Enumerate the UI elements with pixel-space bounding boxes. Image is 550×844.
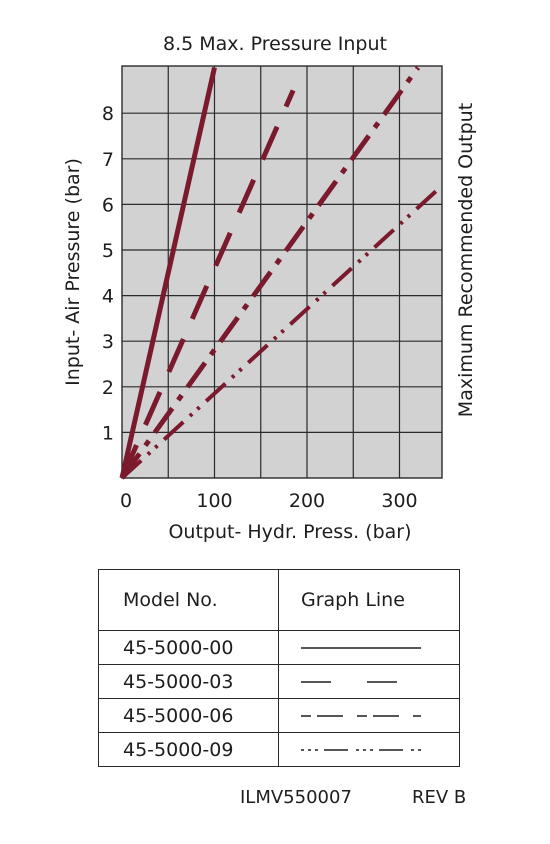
revision: REV B <box>412 787 467 808</box>
x-tick-label: 200 <box>289 490 325 512</box>
y-tick-label: 5 <box>102 240 114 262</box>
model-number: 45-5000-06 <box>98 698 279 733</box>
y-tick-label: 3 <box>102 331 114 353</box>
series-line-45-5000-03 <box>119 89 296 480</box>
chart: 8.5 Max. Pressure Input 0 100 200 300 1 2 3 4 5… <box>62 33 477 543</box>
x-tick-labels: 0 100 200 300 <box>120 490 418 512</box>
x-axis-label: Output- Hydr. Press. (bar) <box>168 521 411 543</box>
graph-line-sample <box>278 732 460 767</box>
table-row: 45-5000-00 <box>98 630 460 665</box>
series-line-45-5000-09 <box>120 189 438 480</box>
table-row: 45-5000-03 <box>98 664 460 699</box>
y-tick-label: 1 <box>102 422 114 444</box>
model-number: 45-5000-09 <box>98 732 279 767</box>
legend-table: Model No. Graph Line 45-5000-00 45-5000-… <box>98 569 460 767</box>
y-tick-label: 4 <box>102 286 114 308</box>
x-tick-label: 0 <box>120 490 132 512</box>
graph-line-sample <box>278 664 460 699</box>
model-number: 45-5000-03 <box>98 664 279 699</box>
graph-line-sample <box>278 698 460 733</box>
y-tick-label: 7 <box>102 149 114 171</box>
table-row: 45-5000-09 <box>98 732 460 767</box>
table-row: 45-5000-06 <box>98 698 460 733</box>
plot-background <box>122 66 442 478</box>
y-tick-labels: 1 2 3 4 5 6 7 8 <box>102 103 114 444</box>
x-tick-label: 300 <box>381 490 417 512</box>
series-line-45-5000-00 <box>119 67 217 479</box>
legend-header-row: Model No. Graph Line <box>98 569 460 631</box>
series-layer <box>119 66 438 480</box>
plot-border <box>121 65 443 479</box>
document-id: ILMV550007 <box>240 787 352 808</box>
header-model-no: Model No. <box>98 569 279 631</box>
right-axis-label: Maximum Recommended Output <box>455 103 477 417</box>
y-tick-label: 8 <box>102 103 114 125</box>
x-tick-label: 100 <box>196 490 232 512</box>
y-tick-label: 6 <box>102 194 114 216</box>
graph-line-sample <box>278 630 460 665</box>
chart-title: 8.5 Max. Pressure Input <box>163 33 387 55</box>
y-axis-label: Input- Air Pressure (bar) <box>62 158 84 386</box>
series-line-45-5000-06 <box>119 66 421 480</box>
y-tick-label: 2 <box>102 377 114 399</box>
model-number: 45-5000-00 <box>98 630 279 665</box>
header-graph-line: Graph Line <box>278 569 460 631</box>
plot-area <box>121 65 443 479</box>
